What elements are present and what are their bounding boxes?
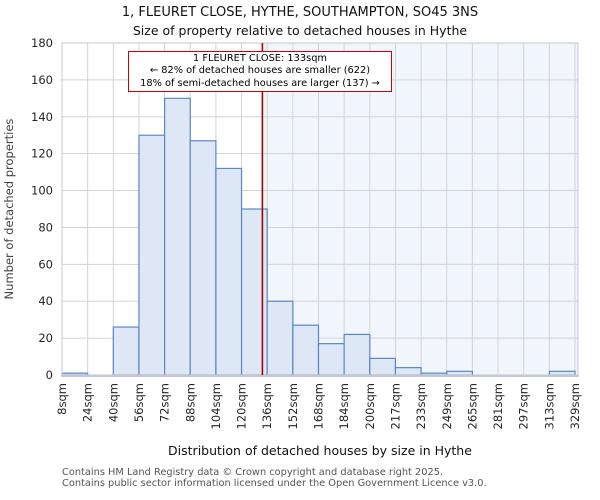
x-tick-label: 184sqm: [337, 383, 351, 429]
y-tick-label: 160: [31, 73, 53, 87]
histogram-bar: [446, 370, 473, 376]
x-tick-label: 24sqm: [81, 383, 95, 422]
x-tick-label: 168sqm: [312, 383, 326, 429]
histogram-bar: [112, 326, 140, 376]
x-tick-label: 297sqm: [517, 383, 531, 429]
x-tick-label: 8sqm: [55, 383, 69, 415]
y-tick-label: 80: [38, 220, 53, 234]
x-axis-title: Distribution of detached houses by size …: [168, 443, 472, 458]
x-tick-label: 329sqm: [568, 383, 582, 429]
larger-than-marker-shade: [262, 43, 578, 375]
x-tick-label: 281sqm: [491, 383, 505, 429]
histogram-bar: [369, 357, 397, 376]
annotation-line-2: ← 82% of detached houses are smaller (62…: [149, 65, 371, 77]
attribution-footer: Contains HM Land Registry data © Crown c…: [62, 467, 487, 489]
x-tick-label: 249sqm: [440, 383, 454, 429]
histogram-bar: [164, 97, 191, 376]
x-tick-label: 136sqm: [260, 383, 274, 429]
x-tick-label: 72sqm: [158, 383, 172, 422]
x-tick-label: 233sqm: [414, 383, 428, 429]
histogram-bar: [240, 208, 268, 376]
x-tick-label: 120sqm: [235, 383, 249, 429]
histogram-bar: [266, 300, 294, 376]
y-tick-label: 120: [31, 147, 53, 161]
y-tick-label: 40: [38, 294, 53, 308]
histogram-bar: [292, 324, 320, 376]
y-tick-label: 100: [31, 184, 53, 198]
page-title: 1, FLEURET CLOSE, HYTHE, SOUTHAMPTON, SO…: [121, 5, 479, 20]
annotation-line-3: 18% of semi-detached houses are larger (…: [140, 77, 380, 89]
y-tick-label: 180: [31, 36, 53, 50]
x-tick-label: 265sqm: [465, 383, 479, 429]
x-tick-label: 56sqm: [132, 383, 146, 422]
histogram-bar: [189, 140, 217, 376]
x-tick-label: 217sqm: [388, 383, 402, 429]
histogram-bar: [394, 367, 422, 376]
footer-line-2: Contains public sector information licen…: [62, 478, 487, 489]
footer-line-1: Contains HM Land Registry data © Crown c…: [62, 467, 444, 478]
y-axis-title: Number of detached properties: [2, 118, 16, 300]
histogram-bar: [138, 134, 166, 376]
y-tick-label: 20: [38, 331, 53, 345]
chart-subtitle: Size of property relative to detached ho…: [132, 23, 468, 38]
y-tick-label: 140: [31, 110, 53, 124]
annotation-line-1: 1 FLEURET CLOSE: 133sqm: [193, 53, 327, 64]
histogram-bar: [215, 167, 243, 376]
y-tick-label: 0: [46, 368, 53, 382]
x-tick-label: 104sqm: [209, 383, 223, 429]
x-tick-label: 152sqm: [286, 383, 300, 429]
histogram-bar: [343, 333, 371, 376]
histogram-bar: [548, 370, 576, 376]
y-tick-label: 60: [38, 257, 53, 271]
marker-annotation-box: 1 FLEURET CLOSE: 133sqm ← 82% of detache…: [128, 51, 392, 93]
histogram-bar: [317, 343, 345, 376]
x-tick-label: 313sqm: [542, 383, 556, 429]
x-tick-label: 88sqm: [183, 383, 197, 422]
x-tick-label: 40sqm: [106, 383, 120, 422]
x-tick-label: 200sqm: [363, 383, 377, 429]
